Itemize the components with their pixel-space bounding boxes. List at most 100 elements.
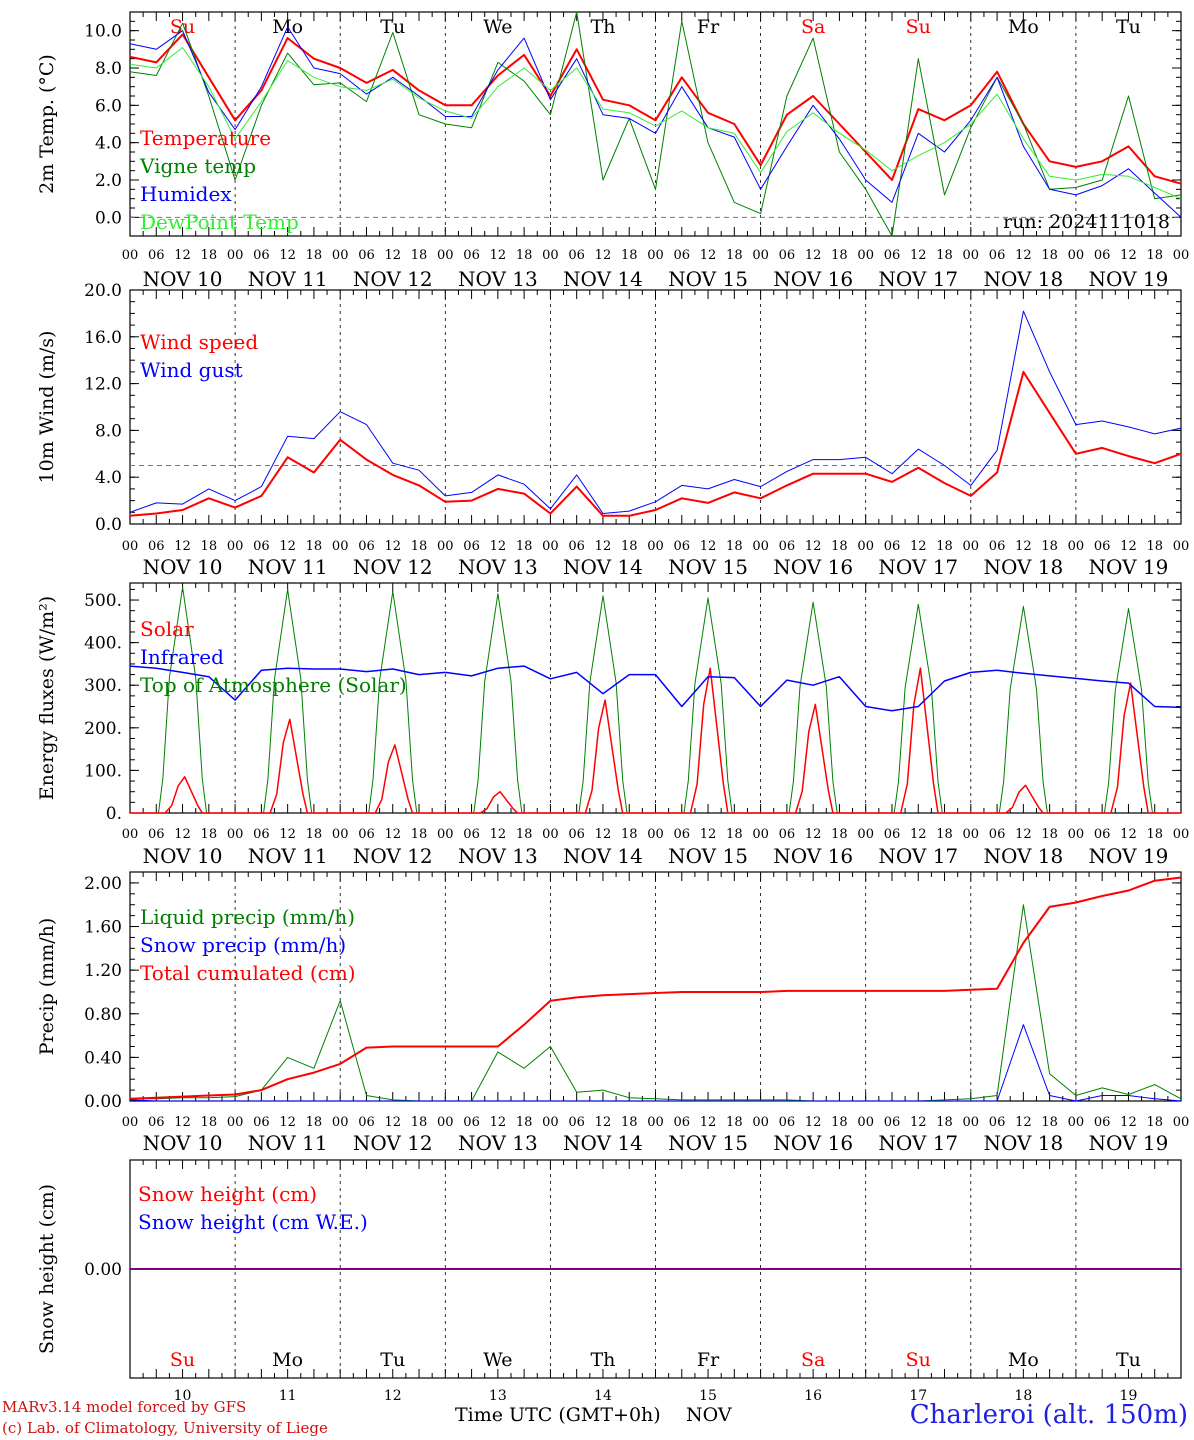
date-label: NOV 13: [458, 1131, 538, 1155]
weekday-label: Sa: [801, 16, 825, 38]
y-tick-label: 4.0: [95, 468, 122, 488]
hour-tick-label: 06: [674, 539, 691, 554]
day-number-label: 17: [909, 1388, 927, 1404]
lab-credit: (c) Lab. of Climatology, University of L…: [2, 1419, 328, 1437]
hour-tick-label: 00: [542, 827, 559, 842]
hour-tick-label: 00: [437, 827, 454, 842]
hour-tick-label: 12: [384, 248, 401, 263]
hour-tick-label: 06: [1094, 248, 1111, 263]
hour-tick-label: 18: [1041, 1115, 1058, 1130]
hour-tick-label: 18: [831, 827, 848, 842]
y-axis-label: 10m Wind (m/s): [36, 331, 58, 484]
day-number-label: 15: [699, 1388, 717, 1404]
legend-entry: Wind gust: [140, 358, 243, 382]
hour-tick-label: 06: [779, 539, 796, 554]
hour-tick-label: 18: [411, 248, 428, 263]
y-tick-label: 200.: [84, 719, 122, 739]
panel-3: 00 06 12 18 00 06 12 18 00 06 12 18 00 06 12 18 00 06 12 18…: [36, 582, 1189, 868]
weekday-label: We: [483, 1349, 512, 1371]
hour-tick-label: 06: [1094, 539, 1111, 554]
hour-tick-label: 12: [910, 827, 927, 842]
date-label: NOV 15: [668, 555, 748, 579]
hour-tick-label: 06: [884, 1115, 901, 1130]
weekday-label: Tu: [1116, 1349, 1141, 1371]
hour-tick-label: 18: [936, 539, 953, 554]
hour-tick-label: 00: [122, 1115, 139, 1130]
hour-tick-label: 00: [857, 248, 874, 263]
day-number-label: 14: [594, 1388, 612, 1404]
hour-tick-label: 18: [306, 248, 323, 263]
hour-tick-label: 12: [595, 827, 612, 842]
hour-tick-label: 00: [647, 539, 664, 554]
day-number-label: 11: [279, 1388, 297, 1404]
hour-tick-label: 06: [568, 1115, 585, 1130]
y-tick-label: 0.0: [95, 208, 122, 228]
hour-tick-label: 18: [831, 248, 848, 263]
hour-tick-label: 06: [358, 248, 375, 263]
y-tick-label: 2.0: [95, 171, 122, 191]
date-label: NOV 16: [773, 267, 853, 291]
hour-tick-label: 00: [437, 248, 454, 263]
hour-tick-label: 00: [227, 539, 244, 554]
hour-tick-label: 12: [490, 248, 507, 263]
hour-tick-label: 00: [1068, 539, 1085, 554]
date-label: NOV 12: [353, 267, 433, 291]
hour-tick-label: 12: [279, 248, 296, 263]
hour-tick-label: 18: [726, 248, 743, 263]
day-number-label: 18: [1014, 1388, 1032, 1404]
date-label: NOV 12: [353, 555, 433, 579]
weekday-label: Su: [170, 1349, 195, 1371]
time-axis-title: Time UTC (GMT+0h): [455, 1404, 661, 1426]
y-axis-label: 2m Temp. (°C): [36, 54, 58, 194]
hour-tick-label: 12: [805, 1115, 822, 1130]
hour-tick-label: 06: [674, 827, 691, 842]
hour-tick-label: 00: [437, 1115, 454, 1130]
date-label: NOV 11: [248, 267, 328, 291]
hour-tick-label: 12: [595, 1115, 612, 1130]
legend-entry: Liquid precip (mm/h): [140, 905, 355, 929]
hour-tick-label: 18: [1146, 1115, 1163, 1130]
hour-tick-label: 00: [1068, 248, 1085, 263]
hour-tick-label: 12: [384, 1115, 401, 1130]
y-tick-label: 400.: [84, 634, 122, 654]
series-line: [129, 876, 1182, 1100]
hour-tick-label: 18: [831, 1115, 848, 1130]
weekday-label: Su: [906, 1349, 931, 1371]
panel-2: 00 06 12 18 00 06 12 18 00 06 12 18 00 06 12 18 00 06 12 18…: [36, 281, 1189, 579]
hour-tick-label: 00: [1173, 539, 1190, 554]
hour-tick-label: 00: [963, 539, 980, 554]
hour-tick-label: 06: [989, 827, 1006, 842]
date-label: NOV 10: [143, 555, 223, 579]
panel-1: 00 06 12 18 00 06 12 18 00 06 12 18 00 06 12 18 00 06 12 18…: [36, 11, 1189, 291]
day-number-label: 19: [1120, 1388, 1138, 1404]
y-tick-label: 0.00: [84, 1092, 122, 1112]
y-tick-label: 16.0: [84, 328, 122, 348]
hour-tick-label: 06: [568, 827, 585, 842]
hour-tick-label: 06: [568, 539, 585, 554]
date-label: NOV 14: [563, 1131, 643, 1155]
date-label: NOV 17: [878, 1131, 958, 1155]
hour-tick-label: 12: [1015, 1115, 1032, 1130]
legend-entry: Vigne temp: [139, 154, 256, 178]
weekday-label: Sa: [801, 1349, 825, 1371]
hour-tick-label: 00: [647, 1115, 664, 1130]
hour-tick-label: 18: [831, 539, 848, 554]
month-label: NOV: [686, 1404, 732, 1426]
hour-tick-label: 00: [332, 539, 349, 554]
weekday-label: Th: [590, 16, 615, 38]
hour-tick-label: 06: [463, 1115, 480, 1130]
hour-tick-label: 12: [910, 539, 927, 554]
hour-tick-label: 12: [910, 1115, 927, 1130]
date-label: NOV 18: [983, 844, 1063, 868]
hour-tick-label: 06: [674, 248, 691, 263]
hour-tick-label: 18: [411, 1115, 428, 1130]
hour-tick-label: 06: [148, 827, 165, 842]
hour-tick-label: 00: [1068, 827, 1085, 842]
hour-tick-label: 12: [174, 1115, 191, 1130]
hour-tick-label: 00: [542, 248, 559, 263]
hour-tick-label: 12: [700, 1115, 717, 1130]
hour-tick-label: 12: [279, 1115, 296, 1130]
y-tick-label: 6.0: [95, 96, 122, 116]
legend-entry: Top of Atmosphere (Solar): [140, 673, 407, 697]
hour-tick-label: 00: [963, 1115, 980, 1130]
